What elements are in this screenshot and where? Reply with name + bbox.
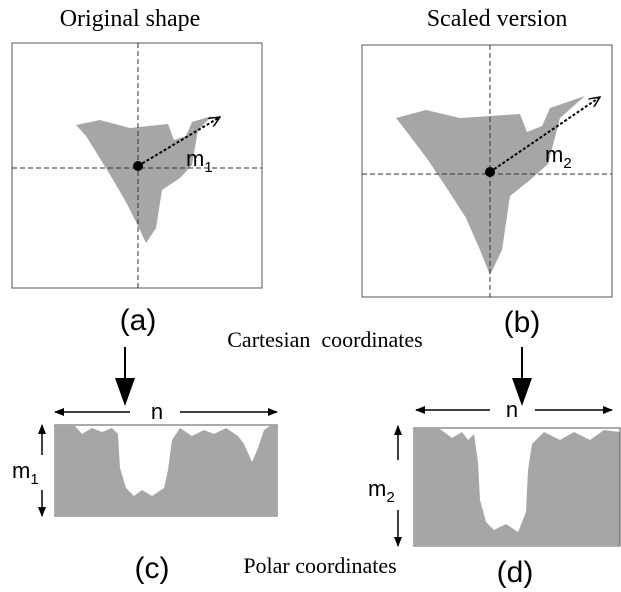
radius-arrow xyxy=(489,97,600,173)
label-sub: 2 xyxy=(563,155,571,172)
panel-label: (c) xyxy=(135,552,170,585)
transform-arrow-head xyxy=(512,378,532,406)
panel-title: Scaled version xyxy=(427,6,568,32)
height-label: m2 xyxy=(368,476,395,506)
centroid xyxy=(133,161,143,171)
label-main: m xyxy=(368,476,386,501)
polar-frame-border xyxy=(413,427,621,547)
radius-arrow xyxy=(137,117,220,167)
panel-label: (b) xyxy=(504,306,541,339)
shape xyxy=(76,116,212,243)
panel-title: Original shape xyxy=(60,6,201,32)
radius-label: m2 xyxy=(545,142,572,172)
label-main: m xyxy=(545,142,563,167)
height-label: m1 xyxy=(12,458,39,488)
polar-shape xyxy=(415,429,620,545)
label-sub: 2 xyxy=(386,489,394,506)
width-label: n xyxy=(506,397,518,422)
centroid xyxy=(485,167,495,177)
panel-label: (d) xyxy=(497,556,534,589)
width-label: n xyxy=(151,399,163,424)
radius-label: m1 xyxy=(186,146,213,176)
panel-label: (a) xyxy=(120,304,157,337)
polar-frame-border xyxy=(54,424,278,517)
transform-arrow-head xyxy=(115,378,135,406)
section-label: Cartesian coordinates xyxy=(227,327,423,352)
polar-shape xyxy=(56,426,276,515)
label-sub: 1 xyxy=(204,159,212,176)
label-main: m xyxy=(186,146,204,171)
section-label: Polar coordinates xyxy=(243,553,396,578)
label-sub: 1 xyxy=(30,471,38,488)
label-main: m xyxy=(12,458,30,483)
